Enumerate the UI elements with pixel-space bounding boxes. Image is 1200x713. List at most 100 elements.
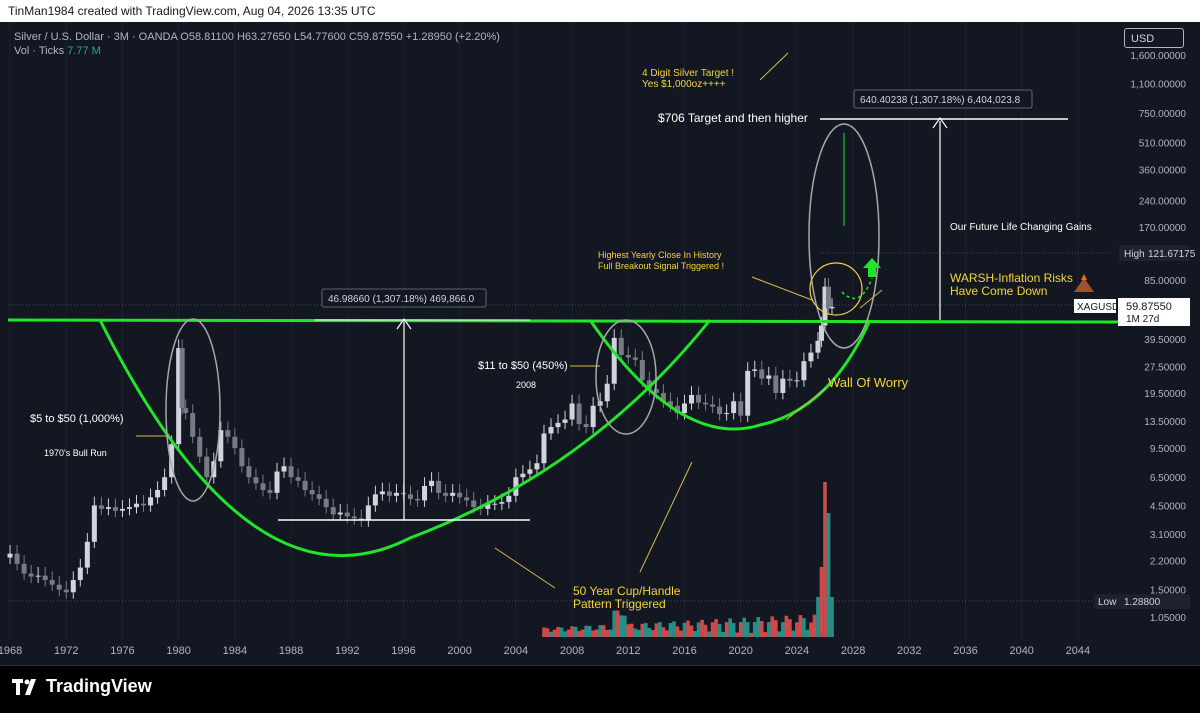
candle-body [183,408,189,414]
volume-bar [745,622,750,637]
candle-body [49,580,55,585]
volume-bar [777,631,782,637]
warsh-text-2: Have Come Down [950,284,1047,298]
big-cup-curve [98,319,712,558]
candle-body [70,580,76,593]
candle-body [218,430,224,462]
candle-body [703,402,709,405]
candle-body [302,480,308,491]
volume-bar [784,615,789,637]
price-tick: 85.00000 [1144,276,1186,287]
volume-bar [580,629,585,637]
measure-left-box [321,288,487,308]
candle-body [689,394,695,404]
candle-body [660,392,666,402]
candle-body [372,494,378,506]
arrow-worry [785,387,827,421]
candle-body [63,589,69,593]
future-gains-text: Our Future Life Changing Gains [950,222,1092,233]
candle-body [429,480,435,486]
candle-body [674,405,680,414]
last-price-box [1118,298,1190,326]
volume-bar [605,629,610,637]
volume-bar [556,626,560,637]
volume-bar [812,614,817,637]
volume-bar [686,620,690,637]
volume-bar [798,615,803,637]
time-tick-2032: 2032 [897,645,921,657]
target-706-text: $706 Target and then higher [658,111,808,125]
candle-body [667,401,673,406]
bull-run-text: 1970's Bull Run [44,448,107,458]
tradingview-logo-icon [12,678,36,695]
volume-bar [752,622,757,637]
candle-body [583,424,589,428]
price-tick: 39.50000 [1144,335,1186,346]
chart-area[interactable]: 4 Digit Silver Target ! Yes $1,000oz++++… [0,22,1200,666]
price-tick: 13.50000 [1144,417,1186,428]
time-tick-1968: 1968 [0,645,22,657]
candle-body [808,352,814,362]
price-tick: 750.00000 [1139,109,1187,120]
brand-text: TradingView [46,676,152,696]
candle-body [625,354,631,358]
volume-bar [658,622,662,637]
candle-body [393,492,399,496]
volume-bar [566,629,571,637]
volcano-icon [1074,274,1094,292]
time-tick-2040: 2040 [1009,645,1033,657]
volume-bar [717,623,722,637]
time-tick-2024: 2024 [785,645,809,657]
target-4digit-text: 4 Digit Silver Target ! [642,68,734,79]
price-tick: 1,100.00000 [1130,80,1186,91]
price-axis[interactable]: 1,600.00000 1,100.00000 750.00000 510.00000… [1130,51,1186,624]
volume-bar [651,629,655,637]
time-axis[interactable]: 1968 1972 1976 1980 1984 1988 1992 1996 2000 2004… [0,645,1090,657]
price-tick: 3.10000 [1150,530,1187,541]
candle-body [527,469,533,474]
time-tick-1984: 1984 [223,645,247,657]
volume-bar [587,626,592,637]
countdown: 1M 27d [1126,314,1159,325]
price-chart[interactable]: 4 Digit Silver Target ! Yes $1,000oz++++… [0,22,1200,665]
volume-bar [749,632,754,637]
candle-body [344,512,350,517]
candle-body [794,380,800,382]
candle-body [597,401,603,406]
volume-bar [668,623,673,637]
high-value: 121.67175 [1148,249,1196,260]
volume-bar [679,630,683,637]
time-tick-2012: 2012 [616,645,640,657]
candle-body [98,505,104,509]
measure-left-text: 46.98660 (1,307.18%) 469,866.0 [328,294,475,305]
candle-body [7,553,13,558]
candle-body [520,473,526,478]
drawings [7,52,1121,602]
candle-body [204,456,210,478]
candle-body [569,403,575,420]
candle-body [576,403,582,425]
candle-body [288,466,294,478]
low-label: Low [1098,597,1117,608]
currency-button[interactable]: USD [1124,28,1184,48]
ellipse-1980 [165,318,221,502]
chart-legend: Silver / U.S. Dollar · 3M · OANDA O58.81… [14,30,500,58]
volume-bar [584,625,588,637]
candle-body [162,477,168,491]
candle-body [141,503,147,506]
volume-bar [791,630,796,637]
candle-body [534,463,540,470]
candle-body [766,375,772,379]
volume-bar [570,626,574,637]
price-tick: 27.50000 [1144,363,1186,374]
candle-body [826,286,831,309]
candle-body [745,370,751,416]
target-4digit-text-2: Yes $1,000oz++++ [642,79,726,90]
candle-body [646,380,652,390]
volume-bar [710,622,715,637]
low-value: 1.28800 [1124,597,1161,608]
volume-bar [759,621,764,637]
ohlc-values: O58.81100 H63.27650 L54.77600 C59.87550 … [180,31,500,43]
highest-close-text: Highest Yearly Close In History [598,250,722,260]
candle-body [773,375,779,393]
